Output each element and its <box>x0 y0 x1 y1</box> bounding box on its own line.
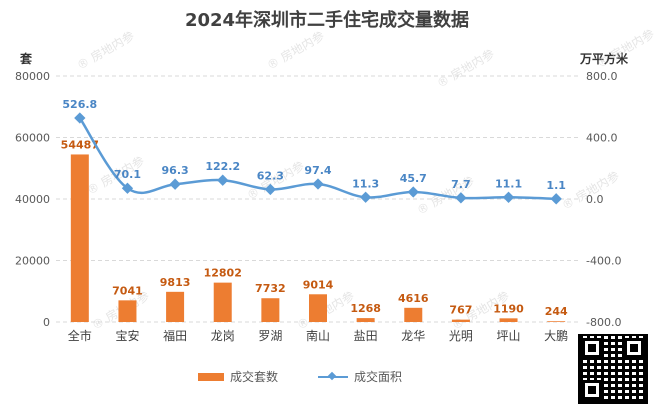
line-data-label: 97.4 <box>304 164 331 177</box>
legend-bar-swatch <box>197 372 224 381</box>
left-axis-tick-label: 20000 <box>15 255 50 268</box>
bar <box>261 298 280 322</box>
line-data-label: 11.3 <box>352 177 379 190</box>
left-axis-tick-label: 40000 <box>15 193 50 206</box>
bar <box>70 154 89 322</box>
right-axis-tick-label: 400.0 <box>586 132 618 145</box>
bar <box>309 294 327 322</box>
left-axis-unit: 套 <box>20 52 33 66</box>
category-label: 宝安 <box>115 328 139 343</box>
bar-data-label: 12802 <box>204 267 242 280</box>
left-axis-tick-label: 0 <box>43 316 50 329</box>
category-label: 盐田 <box>354 329 378 343</box>
category-label: 福田 <box>163 328 187 343</box>
right-axis-tick-label: 0.0 <box>586 193 604 206</box>
watermark-text: ® 房地内参 <box>264 28 327 73</box>
left-axis-tick-label: 60000 <box>15 132 50 145</box>
bar-data-label: 4616 <box>398 292 429 305</box>
line-data-label: 45.7 <box>400 172 427 185</box>
line-data-label: 70.1 <box>114 168 141 181</box>
line-data-label: 11.1 <box>495 177 522 190</box>
line-point <box>74 112 86 124</box>
line-point <box>359 191 372 203</box>
line-data-label: 62.3 <box>257 169 284 182</box>
category-label: 全市 <box>68 328 92 343</box>
line-data-label: 1.1 <box>546 179 566 192</box>
bar-data-label: 7041 <box>112 284 143 297</box>
left-axis-tick-label: 80000 <box>15 70 50 83</box>
watermark-text: ® 房地内参 <box>594 26 654 71</box>
bar <box>356 318 375 322</box>
right-axis-tick-label: -800.0 <box>586 316 621 329</box>
legend-item-line[interactable]: 成交面积 <box>318 368 402 385</box>
category-label: 罗湖 <box>258 328 282 343</box>
line-data-label: 96.3 <box>162 164 189 177</box>
line-point <box>502 191 515 203</box>
bar <box>499 318 518 322</box>
watermark-text: ® 房地内参 <box>74 28 137 73</box>
line-point <box>455 192 467 204</box>
category-label: 坪山 <box>497 329 521 343</box>
legend-bar-label: 成交套数 <box>229 370 278 384</box>
line-data-label: 7.7 <box>451 178 471 191</box>
bar-data-label: 244 <box>545 305 568 318</box>
bar-data-label: 7732 <box>255 282 286 295</box>
category-label: 光明 <box>449 329 473 343</box>
legend: 成交套数 成交面积 <box>0 368 600 385</box>
line-point <box>407 186 419 198</box>
category-label: 龙华 <box>401 329 425 343</box>
line-data-label: 526.8 <box>62 98 97 111</box>
qr-finder-top-right <box>624 338 644 358</box>
qr-code <box>578 334 648 404</box>
bar-data-label: 9813 <box>160 276 191 289</box>
line-data-label: 122.2 <box>205 160 240 173</box>
bar-data-label: 54487 <box>61 138 99 151</box>
chart-title: 2024年深圳市二手住宅成交量数据 <box>184 10 470 31</box>
line-point <box>169 178 181 190</box>
line-point <box>217 174 229 186</box>
legend-line-swatch <box>318 372 348 382</box>
bar <box>404 307 423 322</box>
bar <box>118 300 137 322</box>
bar <box>166 291 185 322</box>
right-axis-unit: 万平方米 <box>579 52 628 66</box>
bar <box>213 282 232 322</box>
legend-line-label: 成交面积 <box>354 370 403 384</box>
watermark-text: ® 房地内参 <box>434 46 497 91</box>
bar-data-label: 767 <box>449 304 472 317</box>
line-point <box>550 193 562 205</box>
bar-data-label: 9014 <box>303 278 334 291</box>
line-point <box>312 178 324 190</box>
category-label: 大鹏 <box>544 329 568 343</box>
qr-finder-top-left <box>582 338 602 358</box>
bar <box>451 319 470 322</box>
line-point <box>264 183 277 196</box>
bar-data-label: 1190 <box>493 302 524 315</box>
bar-data-label: 1268 <box>350 302 381 315</box>
right-axis-tick-label: 800.0 <box>586 70 618 83</box>
qr-finder-bottom-left <box>582 380 602 400</box>
category-label: 龙岗 <box>211 329 235 343</box>
bar <box>547 321 566 322</box>
category-label: 南山 <box>306 328 330 343</box>
legend-item-bar[interactable]: 成交套数 <box>197 368 278 385</box>
right-axis-tick-label: -400.0 <box>586 255 621 268</box>
